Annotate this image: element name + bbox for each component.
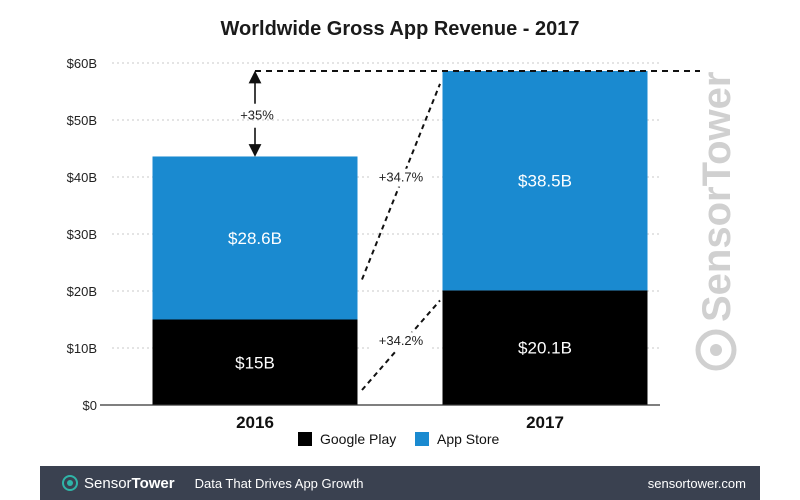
legend-swatch-google-play [298,432,312,446]
google-play-growth-label: +34.2% [379,333,424,348]
chart: Worldwide Gross App Revenue - 2017 $0 $10… [67,18,739,447]
watermark-logo-dot [710,344,722,356]
y-tick-label: $10B [67,341,97,356]
google-play-growth-connector [361,299,441,391]
bar-app-store-2016 [152,156,358,320]
footer-site-link[interactable]: sensortower.com [647,475,746,491]
watermark-text: SensorTower [695,72,739,322]
x-category-label: 2016 [236,413,274,432]
bar-google-play-2017 [442,290,648,405]
bar-value-label: $15B [235,353,275,372]
bar-app-store-2017 [442,70,648,291]
legend: Google Play App Store [298,431,499,447]
legend-label-google-play: Google Play [320,431,396,447]
app-store-growth-connector [361,83,441,280]
app-store-growth-label: +34.7% [379,170,424,185]
bar-google-play-2016 [152,319,358,405]
sensortower-watermark: SensorTower [695,72,739,371]
y-tick-label: $30B [67,227,97,242]
y-tick-label: $40B [67,170,97,185]
bar-value-label: $28.6B [228,229,282,248]
x-axis-categories: 2016 2017 [236,413,564,432]
google-play-growth-label-bg [370,332,432,351]
chart-title: Worldwide Gross App Revenue - 2017 [221,18,580,40]
growth-annotations: +35% +34.7% +34.2% [240,69,700,391]
footer-brand: SensorTower [84,474,175,492]
bar-value-label: $38.5B [518,172,572,191]
total-growth-label: +35% [240,108,274,123]
y-tick-label: $50B [67,113,97,128]
app-store-growth-label-bg [370,168,432,187]
bars [152,70,648,405]
legend-swatch-app-store [415,432,429,446]
bar-value-label: $20.1B [518,339,572,358]
y-tick-label: $60B [67,56,97,71]
y-tick-label: $0 [83,398,97,413]
x-category-label: 2017 [526,413,564,432]
footer-bar: SensorTower Data That Drives App Growth … [40,466,760,500]
y-axis-ticks: $0 $10B $20B $30B $40B $50B $60B [67,56,97,413]
watermark-logo-icon [695,329,737,371]
value-labels: $15B $28.6B $20.1B $38.5B [228,172,572,373]
sensortower-logo-icon [62,475,78,491]
y-tick-label: $20B [67,284,97,299]
footer-tagline: Data That Drives App Growth [194,475,364,491]
legend-label-app-store: App Store [437,431,499,447]
